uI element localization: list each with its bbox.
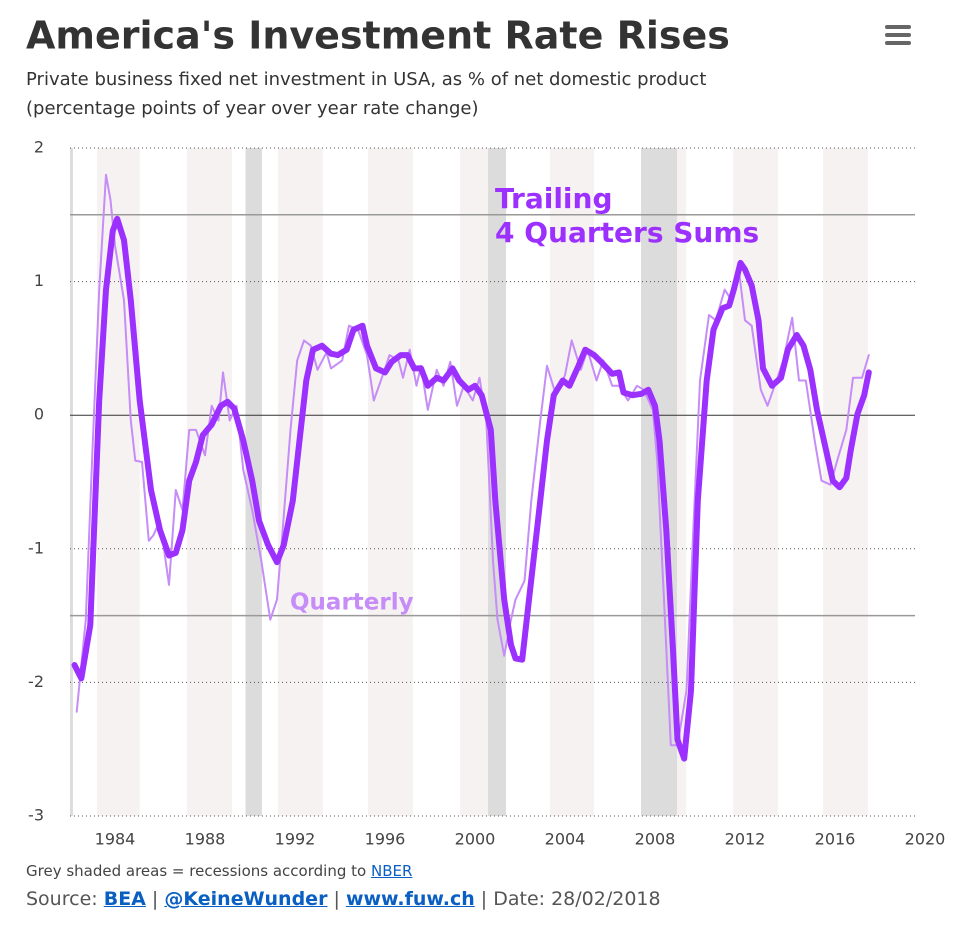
nber-link[interactable]: NBER (370, 862, 413, 880)
plot-band (549, 148, 595, 816)
y-tick-label: -2 (28, 672, 44, 691)
chart-title: America's Investment Rate Rises (26, 14, 730, 58)
grid: 2 1 0 -1 -2 -3 1984 1988 1992 1996 2000 2004 2008 201… (28, 138, 945, 849)
x-tick-label: 2008 (635, 830, 676, 849)
subtitle: Private business fixed net investment in… (26, 69, 706, 90)
y-tick-label: 2 (34, 138, 44, 157)
source-date: Date: 28/02/2018 (493, 888, 661, 910)
plot-band (367, 148, 413, 816)
y-tick-label: -1 (28, 538, 44, 557)
x-tick-label: 2016 (815, 830, 856, 849)
y-tick-label: 0 (34, 405, 44, 424)
x-tick-label: 2020 (905, 830, 946, 849)
menu-bar[interactable] (885, 25, 911, 29)
menu-bar[interactable] (885, 33, 911, 37)
lines (71, 173, 872, 762)
plot-band (187, 148, 232, 816)
x-tick-label: 2012 (725, 830, 766, 849)
subtitle: (percentage points of year over year rat… (26, 98, 478, 119)
x-tick-label: 1988 (185, 830, 226, 849)
x-tick-label: 1996 (365, 830, 406, 849)
y-tick-label: 1 (34, 271, 44, 290)
x-tick-label: 1992 (275, 830, 316, 849)
source-link[interactable]: BEA (103, 888, 146, 910)
source-link[interactable]: www.fuw.ch (345, 888, 475, 910)
x-tick-label: 2000 (455, 830, 496, 849)
y-tick-label: -3 (28, 806, 44, 825)
annotation: Quarterly (290, 590, 414, 616)
footnote: Grey shaded areas = recessions according… (26, 862, 412, 880)
x-tick-label: 2004 (545, 830, 586, 849)
plot-band (97, 148, 140, 816)
annotation: 4 Quarters Sums (495, 216, 759, 249)
plot-band (277, 148, 323, 816)
plot-band (733, 148, 779, 816)
source-link[interactable]: @KeineWunder (164, 888, 328, 910)
annotation: Trailing (495, 182, 613, 215)
menu-icon[interactable] (885, 25, 911, 45)
footnote-text: Grey shaded areas = recessions according… (26, 862, 367, 880)
menu-bar[interactable] (885, 41, 911, 45)
source-label: Source: (26, 888, 98, 910)
source: Source: BEA | @KeineWunder | www.fuw.ch … (26, 888, 661, 910)
series-line (71, 215, 872, 762)
recession-band (70, 148, 73, 816)
x-tick-label: 1984 (95, 830, 136, 849)
